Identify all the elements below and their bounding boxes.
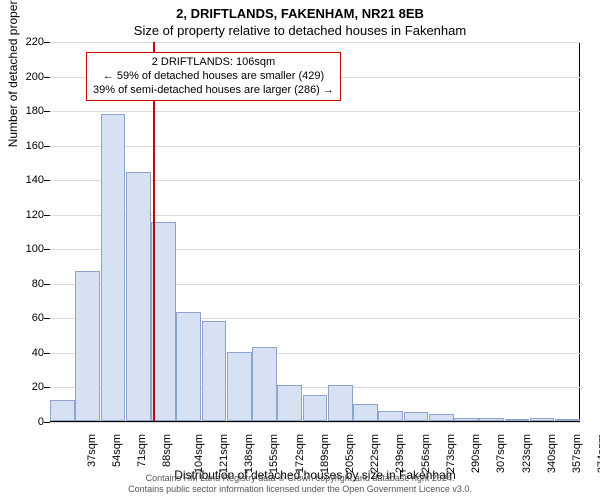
histogram-bar	[75, 271, 100, 421]
histogram-bar	[479, 418, 504, 421]
histogram-bar	[126, 172, 151, 421]
histogram-bar	[328, 385, 353, 421]
plot-area: 02040608010012014016018020022037sqm54sqm…	[50, 42, 580, 422]
histogram-bar	[555, 419, 580, 421]
y-tick	[44, 353, 50, 354]
histogram-bar	[252, 347, 277, 421]
chart-area: 02040608010012014016018020022037sqm54sqm…	[50, 42, 580, 422]
y-tick	[44, 318, 50, 319]
histogram-bar	[404, 412, 429, 421]
histogram-bar	[505, 419, 530, 421]
y-tick	[44, 146, 50, 147]
annotation-box: 2 DRIFTLANDS: 106sqm← 59% of detached ho…	[86, 52, 341, 101]
x-tick-label: 37sqm	[86, 434, 98, 467]
x-tick-label: 71sqm	[136, 434, 148, 467]
gridline	[50, 146, 580, 147]
histogram-bar	[530, 418, 555, 421]
y-tick	[44, 215, 50, 216]
y-tick-label: 200	[26, 71, 44, 83]
x-tick-label: 88sqm	[161, 434, 173, 467]
annotation-line: ← 59% of detached houses are smaller (42…	[93, 70, 334, 84]
y-tick	[44, 249, 50, 250]
x-tick-label: 374sqm	[597, 434, 600, 473]
gridline	[50, 42, 580, 43]
gridline	[50, 422, 580, 423]
y-tick	[44, 77, 50, 78]
y-tick-label: 60	[32, 312, 44, 324]
chart-subtitle: Size of property relative to detached ho…	[0, 21, 600, 38]
histogram-bar	[50, 400, 75, 421]
footer-line-2: Contains public sector information licen…	[0, 484, 600, 496]
histogram-bar	[277, 385, 302, 421]
histogram-bar	[101, 114, 126, 421]
histogram-bar	[429, 414, 454, 421]
y-tick-label: 0	[38, 416, 44, 428]
y-tick-label: 220	[26, 36, 44, 48]
x-tick-label: 54sqm	[111, 434, 123, 467]
y-tick-label: 140	[26, 174, 44, 186]
y-tick	[44, 111, 50, 112]
histogram-bar	[378, 411, 403, 421]
page-title: 2, DRIFTLANDS, FAKENHAM, NR21 8EB	[0, 0, 600, 21]
histogram-bar	[454, 418, 479, 421]
gridline	[50, 111, 580, 112]
y-tick-label: 40	[32, 347, 44, 359]
histogram-bar	[353, 404, 378, 421]
annotation-line: 39% of semi-detached houses are larger (…	[93, 84, 334, 98]
y-tick-label: 20	[32, 381, 44, 393]
histogram-bar	[176, 312, 201, 421]
y-tick	[44, 42, 50, 43]
y-tick-label: 100	[26, 243, 44, 255]
y-axis-label: Number of detached properties	[6, 0, 20, 147]
y-tick-label: 120	[26, 209, 44, 221]
y-tick	[44, 387, 50, 388]
y-tick-label: 160	[26, 140, 44, 152]
footer-attribution: Contains HM Land Registry data © Crown c…	[0, 473, 600, 496]
y-tick	[44, 180, 50, 181]
histogram-bar	[227, 352, 252, 421]
plot-right-border	[579, 42, 580, 421]
y-tick-label: 80	[32, 278, 44, 290]
histogram-bar	[303, 395, 328, 421]
footer-line-1: Contains HM Land Registry data © Crown c…	[0, 473, 600, 485]
y-tick	[44, 284, 50, 285]
y-tick-label: 180	[26, 105, 44, 117]
y-tick	[44, 422, 50, 423]
annotation-line: 2 DRIFTLANDS: 106sqm	[93, 56, 334, 70]
histogram-bar	[202, 321, 227, 421]
